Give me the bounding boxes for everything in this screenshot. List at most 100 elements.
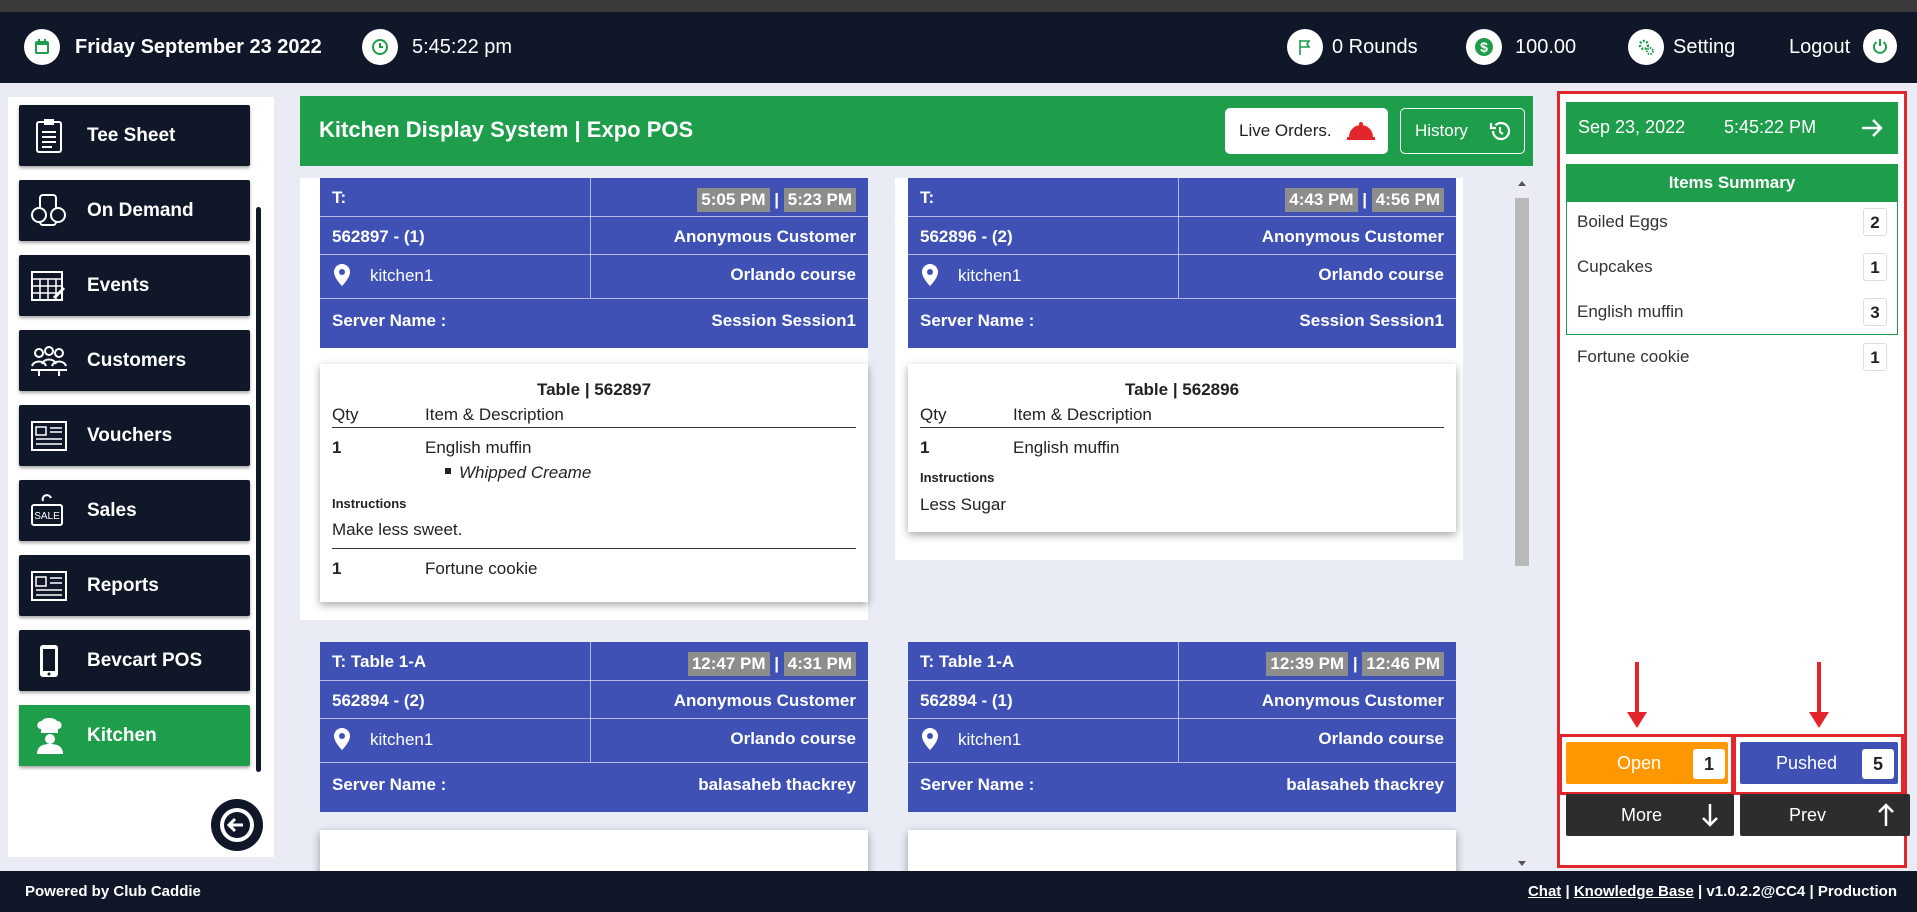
- gear-icon[interactable]: [1628, 29, 1664, 65]
- svg-text:$: $: [1480, 39, 1488, 55]
- footer-separator: |: [1565, 883, 1570, 900]
- order-id: 562894 - (2): [332, 691, 425, 710]
- clipboard-icon: [29, 117, 69, 155]
- mobile-icon: [29, 642, 69, 680]
- annotation-arrow: [1635, 662, 1639, 714]
- sidebar-item-customers[interactable]: Customers: [19, 330, 250, 391]
- server-label: Server Name :: [920, 311, 1035, 330]
- arrow-down-icon: [1702, 804, 1718, 827]
- chef-icon: [19, 705, 81, 766]
- sidebar: Tee Sheet On Demand Events Customers Vou…: [0, 83, 288, 871]
- order-table: T: Table 1-A: [332, 652, 427, 671]
- sidebar-item-on-demand[interactable]: On Demand: [19, 180, 250, 241]
- annotation-arrow: [1817, 662, 1821, 714]
- main-area: Kitchen Display System | Expo POS Live O…: [288, 83, 1550, 871]
- order-server-row: Server Name : balasaheb thackrey: [320, 762, 868, 812]
- sidebar-panel: Tee Sheet On Demand Events Customers Vou…: [8, 97, 274, 857]
- on-demand-icon: [29, 192, 69, 230]
- order-card-header[interactable]: T: 4:43 PM | 4:56 PM 562896 - (2) Anonym…: [908, 178, 1456, 348]
- power-icon[interactable]: [1863, 29, 1897, 63]
- order-ticket[interactable]: Table | 562896 Qty Item & Description 1 …: [908, 364, 1456, 532]
- history-label: History: [1415, 121, 1468, 140]
- item-qty: 1: [920, 438, 930, 457]
- order-location-row: kitchen1 Orlando course: [320, 254, 868, 292]
- order-ticket[interactable]: [908, 830, 1456, 871]
- calendar-icon: [24, 29, 60, 65]
- window-top-strip: [0, 0, 1917, 12]
- version-text: v1.0.2.2@CC4: [1706, 883, 1806, 900]
- kitchen-name: kitchen1: [958, 266, 1022, 285]
- sidebar-item-label: Vouchers: [87, 425, 173, 446]
- order-card-header[interactable]: T: Table 1-A 12:39 PM | 12:46 PM 562894 …: [908, 642, 1456, 812]
- sidebar-item-label: Kitchen: [87, 725, 157, 746]
- sidebar-item-kitchen[interactable]: Kitchen: [19, 705, 250, 766]
- order-card-header[interactable]: T: 5:05 PM | 5:23 PM 562897 - (1) Anonym…: [320, 178, 868, 348]
- customer-name: Anonymous Customer: [1261, 691, 1444, 710]
- open-orders-button[interactable]: Open 1: [1566, 742, 1728, 784]
- footer-separator: |: [1698, 883, 1703, 900]
- summary-item-qty: 2: [1863, 208, 1887, 236]
- sidebar-item-bevcart-pos[interactable]: Bevcart POS: [19, 630, 250, 691]
- voucher-icon: [29, 417, 69, 455]
- sidebar-item-tee-sheet[interactable]: Tee Sheet: [19, 105, 250, 166]
- sidebar-item-vouchers[interactable]: Vouchers: [19, 405, 250, 466]
- order-id: 562894 - (1): [920, 691, 1013, 710]
- chat-link[interactable]: Chat: [1527, 883, 1562, 900]
- item-name: English muffin: [425, 438, 532, 457]
- items-summary-list: Boiled Eggs 2 Cupcakes 1 English muffin …: [1566, 200, 1898, 371]
- sidebar-item-sales[interactable]: SALE Sales: [19, 480, 250, 541]
- customers-icon: [29, 342, 69, 380]
- summary-item: English muffin 3: [1567, 290, 1897, 335]
- order-header-divider: [590, 178, 591, 298]
- setting-link[interactable]: Setting: [1673, 36, 1736, 58]
- ticket-title-prefix: Table: [1124, 380, 1169, 399]
- modifier-text: Whipped Creame: [459, 463, 592, 482]
- pushed-orders-button[interactable]: Pushed 5: [1740, 742, 1898, 784]
- more-button[interactable]: More: [1566, 794, 1734, 836]
- summary-item-name: Boiled Eggs: [1577, 212, 1668, 231]
- page-title-bar: Kitchen Display System | Expo POS Live O…: [300, 96, 1533, 166]
- prev-button[interactable]: Prev: [1740, 794, 1910, 836]
- kitchen-name: kitchen1: [370, 266, 434, 285]
- knowledge-base-link[interactable]: Knowledge Base: [1573, 883, 1694, 900]
- server-label: Server Name :: [920, 775, 1035, 794]
- server-name: Session Session1: [711, 311, 856, 330]
- history-button[interactable]: History: [1400, 108, 1525, 154]
- item-name: Fortune cookie: [425, 559, 538, 578]
- server-name: balasaheb thackrey: [1286, 775, 1444, 794]
- orders-scrollbar[interactable]: [1512, 178, 1532, 871]
- sidebar-item-label: Tee Sheet: [87, 125, 176, 146]
- sidebar-item-reports[interactable]: Reports: [19, 555, 250, 616]
- orders-grid: T: 5:05 PM | 5:23 PM 562897 - (1) Anonym…: [300, 178, 1510, 871]
- summary-panel: Sep 23, 2022 5:45:22 PM Items Summary Bo…: [1557, 91, 1910, 868]
- server-label: Server Name :: [332, 311, 447, 330]
- summary-time: 5:45:22 PM: [1724, 117, 1817, 137]
- annotation-arrowhead: [1809, 712, 1829, 728]
- order-location-row: kitchen1 Orlando course: [908, 718, 1456, 756]
- arrow-right-icon[interactable]: [1860, 117, 1884, 139]
- live-orders-button[interactable]: Live Orders.: [1225, 108, 1388, 154]
- back-arrow-icon: [220, 808, 254, 842]
- footer-links: Chat | Knowledge Base | v1.0.2.2@CC4 | P…: [1528, 883, 1897, 900]
- course-name: Orlando course: [1318, 729, 1444, 748]
- order-ticket[interactable]: [320, 830, 868, 871]
- ticket-title-id: 562896: [1182, 380, 1240, 399]
- time-out: 5:23 PM: [783, 188, 856, 212]
- course-name: Orlando course: [1318, 265, 1444, 284]
- order-table: T:: [332, 188, 347, 207]
- time-in: 4:43 PM: [1285, 188, 1358, 212]
- sidebar-scrollbar[interactable]: [256, 207, 261, 772]
- server-label: Server Name :: [332, 775, 447, 794]
- logout-link[interactable]: Logout: [1789, 36, 1851, 58]
- more-label: More: [1621, 805, 1663, 825]
- order-card-header[interactable]: T: Table 1-A 12:47 PM | 4:31 PM 562894 -…: [320, 642, 868, 812]
- orders-scrollbar-thumb[interactable]: [1515, 198, 1529, 566]
- sidebar-item-events[interactable]: Events: [19, 255, 250, 316]
- order-ticket[interactable]: Table | 562897 Qty Item & Description 1 …: [320, 364, 868, 602]
- dollar-icon: $: [1466, 29, 1502, 65]
- open-label: Open: [1617, 753, 1662, 773]
- footer: Powered by Club Caddie Chat | Knowledge …: [0, 871, 1917, 912]
- collapse-sidebar-button[interactable]: [211, 799, 263, 851]
- clock-icon: [362, 29, 398, 65]
- sidebar-item-label: Bevcart POS: [87, 650, 203, 671]
